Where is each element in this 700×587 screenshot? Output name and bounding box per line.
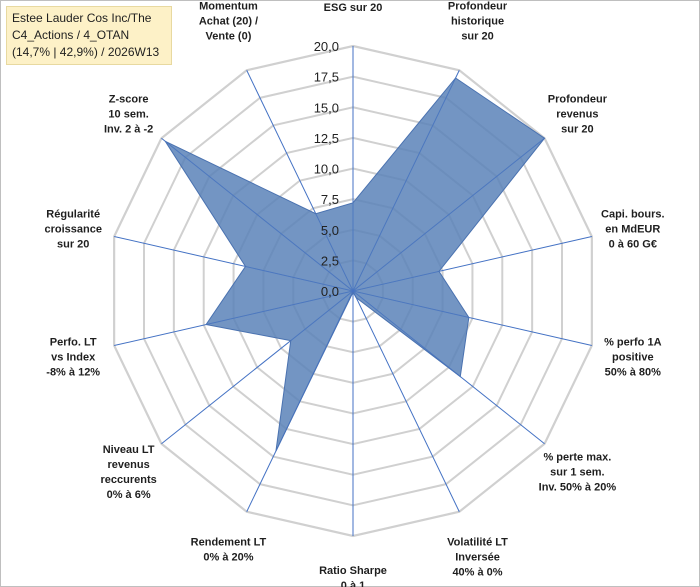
axis-label-line: sur 20 bbox=[561, 124, 593, 136]
series-spoke bbox=[245, 266, 354, 292]
axis-label: Rendement LT 0% à 20% bbox=[191, 537, 267, 564]
axis-label: Momentum Achat (20) / Vente (0) bbox=[199, 0, 258, 42]
axis-spoke bbox=[352, 290, 460, 512]
axis-label-line: Vente (0) bbox=[206, 30, 252, 42]
axis-label-line: sur 20 bbox=[57, 239, 89, 251]
series-spoke bbox=[352, 290, 357, 298]
series-spoke bbox=[352, 137, 545, 292]
axis-label-line: Inv. 50% à 20% bbox=[539, 481, 617, 493]
axis-label-line: Régularité bbox=[46, 209, 100, 221]
axis-label-line: Profondeur bbox=[548, 94, 608, 106]
series-spoke bbox=[290, 290, 354, 341]
tick-label: 10,0 bbox=[314, 162, 339, 177]
series-spoke bbox=[352, 290, 469, 318]
axis-label: NoteESG sur 20 bbox=[324, 2, 383, 14]
axis-label-line: reccurents bbox=[100, 474, 156, 486]
axis-label-line: % perfo 1A bbox=[604, 336, 662, 348]
axis-label-line: Capi. bours. bbox=[601, 209, 665, 221]
radar-axis-labels: NoteESG sur 20 Profondeur historique sur 20… bbox=[44, 0, 664, 587]
axis-label-line: -8% à 12% bbox=[46, 366, 100, 378]
axis-label-line: Profondeur bbox=[448, 0, 508, 12]
series-spoke bbox=[315, 213, 354, 292]
tick-label: 15,0 bbox=[314, 100, 339, 115]
chart-title-box: Estee Lauder Cos Inc/The C4_Actions / 4_… bbox=[6, 6, 172, 65]
tick-label: 17,5 bbox=[314, 70, 339, 85]
radar-tick-labels: 0,0 2,5 5,0 7,5 10,0 12,5 15,0 17,5 20,0 bbox=[314, 39, 339, 299]
series-spoke bbox=[352, 290, 461, 377]
axis-label-line: historique bbox=[451, 15, 504, 27]
axis-label-line: en MdEUR bbox=[605, 224, 660, 236]
axis-label: Z-score 10 sem. Inv. 2 à -2 bbox=[104, 94, 153, 136]
axis-label-line: Achat (20) / bbox=[199, 15, 258, 27]
series-spoke bbox=[275, 290, 354, 452]
axis-label-line: Momentum bbox=[199, 0, 258, 12]
axis-label-line: croissance bbox=[44, 224, 101, 236]
axis-label-line: Inversée bbox=[455, 552, 500, 564]
tick-label: 5,0 bbox=[321, 223, 339, 238]
axis-label: Capi. bours. en MdEUR 0 à 60 G€ bbox=[601, 209, 665, 251]
series-spoke bbox=[352, 270, 440, 292]
tick-label: 20,0 bbox=[314, 39, 339, 54]
axis-label-line: sur 1 sem. bbox=[550, 466, 604, 478]
tick-label: 7,5 bbox=[321, 192, 339, 207]
axis-label-line: Inv. 2 à -2 bbox=[104, 124, 153, 136]
tick-label: 0,0 bbox=[321, 284, 339, 299]
tick-label: 2,5 bbox=[321, 253, 339, 268]
axis-label-line: vs Index bbox=[51, 351, 96, 363]
axis-label: Volatilité LT Inversée 40% à 0% bbox=[447, 537, 508, 579]
axis-label: Ratio Sharpe 0 à 1 bbox=[319, 565, 387, 587]
axis-label-line: Volatilité LT bbox=[447, 537, 508, 549]
axis-label-line: sur 20 bbox=[461, 30, 493, 42]
axis-label: % perte max. sur 1 sem. Inv. 50% à 20% bbox=[539, 451, 617, 493]
axis-label-line: Rendement LT bbox=[191, 537, 267, 549]
title-line-1: Estee Lauder Cos Inc/The bbox=[12, 11, 152, 25]
axis-label: Perfo. LT vs Index -8% à 12% bbox=[46, 336, 100, 378]
tick-label: 12,5 bbox=[314, 131, 339, 146]
title-line-3: (14,7% | 42,9%) / 2026W13 bbox=[12, 45, 160, 59]
series-spoke bbox=[165, 140, 354, 292]
axis-label: % perfo 1A positive 50% à 80% bbox=[604, 336, 662, 378]
axis-label-line: Niveau LT bbox=[103, 444, 155, 456]
axis-label-line: Ratio Sharpe bbox=[319, 565, 387, 577]
title-line-2: C4_Actions / 4_OTAN bbox=[12, 28, 130, 42]
axis-label-line: 10 sem. bbox=[108, 109, 148, 121]
axis-label-line: ESG sur 20 bbox=[324, 2, 383, 14]
axis-label-line: 40% à 0% bbox=[452, 567, 502, 579]
axis-label-line: 0 à 1 bbox=[341, 580, 365, 587]
series-spoke bbox=[206, 290, 354, 325]
axis-label-line: 0% à 20% bbox=[203, 552, 253, 564]
axis-label-line: 0 à 60 G€ bbox=[609, 239, 657, 251]
axis-label: Niveau LT revenus reccurents 0% à 6% bbox=[100, 444, 156, 501]
axis-label-line: Z-score bbox=[109, 94, 149, 106]
axis-label: Profondeur historique sur 20 bbox=[448, 0, 508, 42]
series-spoke bbox=[352, 77, 456, 292]
axis-label-line: 0% à 6% bbox=[107, 489, 151, 501]
axis-label: Profondeur revenus sur 20 bbox=[548, 94, 608, 136]
axis-label-line: revenus bbox=[556, 109, 598, 121]
axis-label: Régularité croissance sur 20 bbox=[44, 209, 101, 251]
axis-label-line: Perfo. LT bbox=[50, 336, 97, 348]
axis-label-line: % perte max. bbox=[543, 451, 611, 463]
axis-label-line: revenus bbox=[108, 459, 150, 471]
axis-label-line: positive bbox=[612, 351, 654, 363]
axis-label-line: 50% à 80% bbox=[605, 366, 661, 378]
radar-series bbox=[163, 77, 546, 452]
